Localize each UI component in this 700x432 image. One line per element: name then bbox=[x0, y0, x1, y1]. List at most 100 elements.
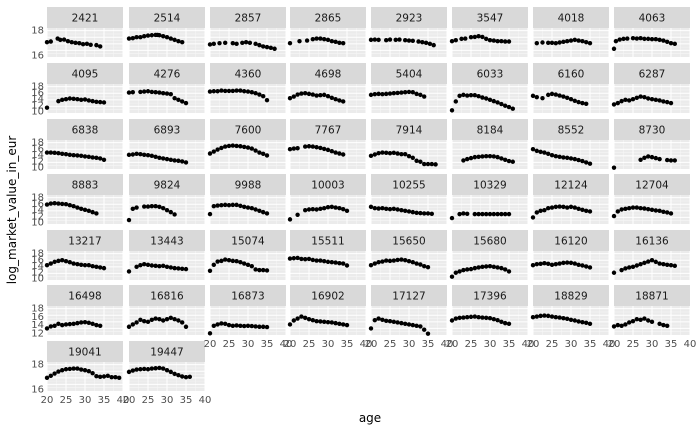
data-point bbox=[75, 366, 80, 371]
data-point bbox=[79, 320, 84, 325]
data-point bbox=[495, 38, 500, 44]
data-point bbox=[399, 90, 404, 95]
y-tick-label: 16 bbox=[31, 255, 44, 266]
data-point bbox=[94, 42, 99, 48]
y-tick-label: 18 bbox=[31, 193, 44, 204]
data-point bbox=[410, 260, 415, 265]
data-point bbox=[506, 211, 512, 217]
data-point bbox=[161, 263, 166, 269]
x-tick-label: 30 bbox=[161, 395, 174, 406]
facet-strip bbox=[129, 230, 205, 251]
data-point bbox=[71, 96, 76, 102]
x-tick-label: 35 bbox=[584, 339, 597, 350]
facet-strip-label: 8552 bbox=[558, 125, 585, 137]
data-point bbox=[230, 323, 235, 328]
data-point bbox=[561, 39, 566, 45]
data-point bbox=[318, 258, 323, 263]
data-point bbox=[480, 315, 485, 320]
data-point bbox=[48, 373, 53, 379]
data-point bbox=[368, 153, 374, 159]
data-point bbox=[230, 258, 235, 264]
data-point bbox=[565, 205, 570, 210]
data-point bbox=[295, 316, 300, 321]
data-point bbox=[295, 146, 300, 151]
x-tick-label: 25 bbox=[627, 339, 640, 350]
data-point bbox=[130, 368, 135, 373]
data-point bbox=[422, 211, 427, 216]
data-point bbox=[98, 99, 103, 105]
facet-strip bbox=[47, 285, 123, 306]
data-point bbox=[538, 149, 543, 155]
data-point bbox=[234, 88, 239, 93]
data-point bbox=[634, 205, 639, 210]
facet-strip-label: 4698 bbox=[315, 69, 342, 81]
data-point bbox=[584, 208, 589, 214]
data-point bbox=[429, 211, 434, 216]
data-point bbox=[264, 211, 270, 216]
data-point bbox=[180, 99, 185, 104]
data-point bbox=[368, 326, 374, 331]
data-point bbox=[391, 150, 396, 156]
facet-panel: 4018 bbox=[532, 7, 610, 57]
data-point bbox=[257, 324, 262, 329]
data-point bbox=[207, 331, 213, 336]
data-point bbox=[145, 367, 151, 372]
data-point bbox=[422, 161, 427, 167]
data-point bbox=[472, 314, 477, 319]
data-point bbox=[461, 315, 466, 320]
data-point bbox=[187, 374, 192, 380]
data-point bbox=[553, 92, 558, 97]
data-point bbox=[414, 261, 419, 266]
data-point bbox=[164, 264, 170, 270]
x-tick-label: 35 bbox=[180, 395, 193, 406]
data-point bbox=[126, 90, 132, 95]
data-point bbox=[561, 315, 566, 321]
facet-strip-label: 2514 bbox=[154, 13, 181, 25]
facet-panel: 8730 bbox=[611, 119, 691, 170]
data-point bbox=[634, 95, 639, 101]
data-point bbox=[138, 317, 143, 323]
data-point bbox=[472, 34, 477, 40]
data-point bbox=[453, 37, 458, 43]
data-point bbox=[253, 91, 258, 96]
facet-strip-label: 18871 bbox=[635, 291, 668, 303]
data-point bbox=[249, 263, 254, 269]
x-tick-label: 20 bbox=[41, 395, 54, 406]
data-point bbox=[553, 40, 558, 46]
data-point bbox=[67, 321, 73, 327]
data-point bbox=[395, 90, 400, 96]
facet-panel: 18871 bbox=[611, 285, 691, 335]
data-point bbox=[540, 95, 545, 101]
data-point bbox=[149, 317, 154, 323]
facet-panel: 13443 bbox=[126, 230, 206, 280]
data-point bbox=[418, 92, 423, 98]
data-point bbox=[619, 207, 624, 212]
data-point bbox=[414, 158, 419, 163]
data-point bbox=[253, 41, 258, 47]
data-point bbox=[568, 204, 574, 210]
x-tick-label: 40 bbox=[441, 339, 454, 350]
data-point bbox=[65, 38, 71, 44]
data-point bbox=[422, 327, 427, 332]
data-point bbox=[546, 40, 551, 46]
data-point bbox=[416, 39, 421, 44]
data-point bbox=[341, 99, 346, 104]
data-point bbox=[153, 90, 158, 95]
data-point bbox=[661, 261, 666, 267]
data-point bbox=[314, 145, 319, 150]
data-point bbox=[572, 261, 577, 266]
data-point bbox=[48, 324, 53, 329]
data-point bbox=[105, 373, 111, 379]
facet-panel: 2421 bbox=[44, 7, 124, 57]
data-point bbox=[223, 321, 228, 326]
data-point bbox=[472, 265, 477, 271]
y-tick-label: 14 bbox=[31, 150, 44, 161]
data-point bbox=[52, 150, 57, 156]
data-point bbox=[333, 205, 338, 210]
data-point bbox=[568, 317, 574, 323]
data-point bbox=[495, 317, 500, 323]
facet-strip bbox=[452, 174, 528, 195]
data-point bbox=[207, 268, 213, 273]
data-point bbox=[337, 321, 342, 326]
data-point bbox=[322, 205, 327, 211]
